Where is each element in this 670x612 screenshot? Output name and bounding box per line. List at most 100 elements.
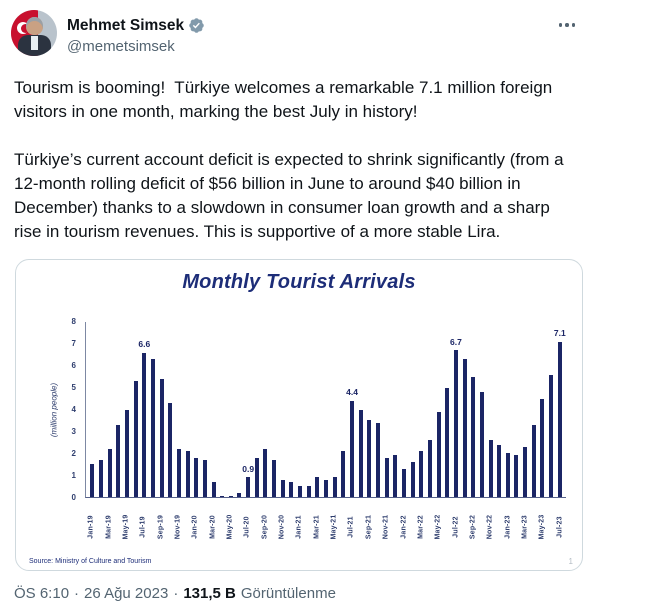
bar-value-label-Jul-22: 6.7 xyxy=(449,336,462,347)
x-slot: Jan-19 xyxy=(87,501,96,553)
bar-slot xyxy=(356,322,365,497)
more-options-button[interactable] xyxy=(552,14,582,36)
x-tick-Mar-22: Mar-22 xyxy=(417,515,425,539)
x-slot xyxy=(304,501,313,553)
bar-value-label-Jul-21: 4.4 xyxy=(346,387,358,398)
bar-slot xyxy=(382,322,391,497)
x-slot: Nov-19 xyxy=(174,501,183,553)
bar-slot xyxy=(123,322,132,497)
bar-slot xyxy=(88,322,97,497)
bar-slot xyxy=(330,322,339,497)
bar-Jun-23 xyxy=(549,374,554,497)
x-slot xyxy=(529,501,538,553)
bar-slot xyxy=(486,322,495,497)
x-slot xyxy=(425,501,434,553)
x-tick-Jan-20: Jan-20 xyxy=(191,515,199,539)
x-slot: Sep-21 xyxy=(365,501,374,553)
bar-Apr-23 xyxy=(531,424,536,497)
bar-Jan-23 xyxy=(505,453,510,497)
bar-Nov-22 xyxy=(488,440,493,497)
bar-Aug-19 xyxy=(150,359,155,497)
x-slot xyxy=(460,501,469,553)
bar-slot xyxy=(460,322,469,497)
x-tick-May-19: May-19 xyxy=(122,514,130,540)
plot-area: 6.6 0.9 4.4 6.7 7.1 xyxy=(85,322,566,498)
x-slot: Jan-23 xyxy=(503,501,512,553)
bar-slot xyxy=(374,322,383,497)
x-tick-Sep-20: Sep-20 xyxy=(261,514,269,540)
bar-Oct-20 xyxy=(272,459,277,497)
bar-Apr-19 xyxy=(116,424,121,497)
bar-Dec-21 xyxy=(393,455,398,497)
x-slot xyxy=(443,501,452,553)
timestamp-date[interactable]: 26 Ağu 2023 xyxy=(84,585,169,602)
views-count[interactable]: 131,5 B xyxy=(183,585,236,602)
bar-Aug-22 xyxy=(462,359,467,497)
x-slot xyxy=(391,501,400,553)
bar-slot xyxy=(252,322,261,497)
user-handle[interactable]: @memetsimsek xyxy=(67,38,175,55)
avatar[interactable] xyxy=(11,10,57,56)
bar-Jan-20 xyxy=(194,457,199,497)
meta-separator: · xyxy=(74,585,80,602)
bar-Jun-22 xyxy=(445,387,450,497)
y-tick-2: 2 xyxy=(71,449,76,458)
bar-slot xyxy=(339,322,348,497)
bar-slot xyxy=(443,322,452,497)
x-slot xyxy=(165,501,174,553)
x-slot xyxy=(182,501,191,553)
bar-Jul-19 xyxy=(142,352,147,497)
x-slot: Jan-20 xyxy=(191,501,200,553)
x-slot: Jan-21 xyxy=(295,501,304,553)
bar-slot xyxy=(529,322,538,497)
x-slot: Nov-21 xyxy=(382,501,391,553)
bar-slot xyxy=(166,322,175,497)
timestamp-time[interactable]: ÖS 6:10 xyxy=(14,585,70,602)
bar-Feb-22 xyxy=(410,462,415,497)
bar-Jul-20 xyxy=(246,477,251,497)
y-tick-7: 7 xyxy=(71,339,76,348)
bar-slot xyxy=(278,322,287,497)
bar-slot: 4.4 xyxy=(346,322,358,497)
x-tick-Sep-19: Sep-19 xyxy=(157,514,165,540)
x-slot: Jan-22 xyxy=(399,501,408,553)
x-tick-Jul-20: Jul-20 xyxy=(243,516,251,538)
x-tick-Jan-19: Jan-19 xyxy=(87,515,95,539)
profile-photo-face xyxy=(26,17,43,35)
bar-Oct-22 xyxy=(479,392,484,497)
bar-Mar-19 xyxy=(107,448,112,497)
x-slot: Nov-22 xyxy=(486,501,495,553)
bar-slot xyxy=(512,322,521,497)
bar-slot xyxy=(400,322,409,497)
x-tick-May-23: May-23 xyxy=(538,514,546,540)
bar-value-label-Jul-23: 7.1 xyxy=(553,328,566,339)
x-tick-Nov-19: Nov-19 xyxy=(174,514,182,540)
bar-Nov-19 xyxy=(176,448,181,497)
bar-slot: 6.6 xyxy=(138,322,150,497)
bar-slot xyxy=(287,322,296,497)
x-slot xyxy=(373,501,382,553)
bar-Feb-20 xyxy=(202,459,207,497)
views-label: Görüntülenme xyxy=(240,585,336,602)
chart-media-card[interactable]: Monthly Tourist Arrivals (million people… xyxy=(15,259,583,571)
bar-Jul-21 xyxy=(350,400,355,497)
bar-slot xyxy=(209,322,218,497)
bar-Sep-22 xyxy=(471,376,476,497)
x-slot xyxy=(286,501,295,553)
chart-source: Source: Ministry of Culture and Tourism xyxy=(29,558,152,565)
x-tick-Jan-23: Jan-23 xyxy=(504,515,512,539)
x-slot xyxy=(252,501,261,553)
bar-slot xyxy=(408,322,417,497)
bar-Oct-19 xyxy=(168,402,173,497)
display-name[interactable]: Mehmet Simsek xyxy=(67,17,185,34)
x-slot: Mar-22 xyxy=(417,501,426,553)
x-tick-Nov-20: Nov-20 xyxy=(278,514,286,540)
verified-badge-icon xyxy=(189,18,204,33)
bar-slot xyxy=(547,322,556,497)
bar-slot: 6.7 xyxy=(449,322,462,497)
x-tick-Nov-22: Nov-22 xyxy=(486,514,494,540)
bar-slot xyxy=(495,322,504,497)
x-slot xyxy=(356,501,365,553)
x-slot: Mar-23 xyxy=(521,501,530,553)
